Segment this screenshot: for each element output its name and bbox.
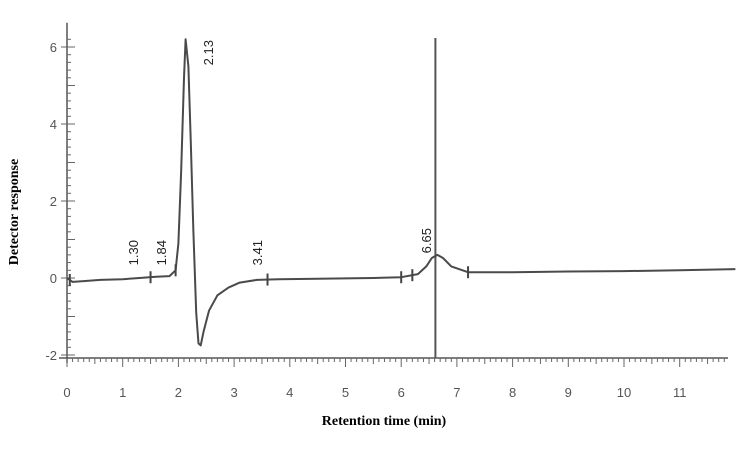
peak-label: 2.13 <box>201 40 216 65</box>
x-axis-title: Retention time (min) <box>322 414 447 429</box>
y-axis-title: Detector response <box>7 159 22 265</box>
x-tick-label: 10 <box>617 385 631 400</box>
x-tick-label: 2 <box>175 385 182 400</box>
peak-label: 3.41 <box>250 240 265 265</box>
x-tick-label: 9 <box>565 385 572 400</box>
chromatogram-trace <box>66 38 736 347</box>
x-tick-label: 0 <box>63 385 70 400</box>
x-ticks: 0 1 2 3 4 5 6 7 8 9 10 11 <box>63 385 686 400</box>
y-tick-label: 2 <box>50 194 57 209</box>
x-tick-label: 4 <box>286 385 293 400</box>
minor-ticks <box>66 38 725 367</box>
peak-label: 6.65 <box>419 228 434 253</box>
peak-label: 1.84 <box>154 240 169 265</box>
x-tick-label: 1 <box>119 385 126 400</box>
axes <box>59 22 728 363</box>
x-tick-label: 6 <box>398 385 405 400</box>
x-tick-label: 7 <box>453 385 460 400</box>
y-tick-label: -2 <box>45 348 57 363</box>
x-tick-label: 3 <box>230 385 237 400</box>
y-tick-label: 0 <box>50 271 57 286</box>
peak-label: 1.30 <box>126 240 141 265</box>
y-ticks: -2 0 2 4 6 <box>45 40 67 363</box>
y-tick-label: 6 <box>50 40 57 55</box>
x-tick-label: 8 <box>509 385 516 400</box>
x-tick-label: 11 <box>673 385 687 400</box>
peak-labels: 1.30 1.84 2.13 3.41 6.65 <box>68 40 470 286</box>
x-tick-label: 5 <box>342 385 349 400</box>
y-tick-label: 4 <box>50 117 57 132</box>
